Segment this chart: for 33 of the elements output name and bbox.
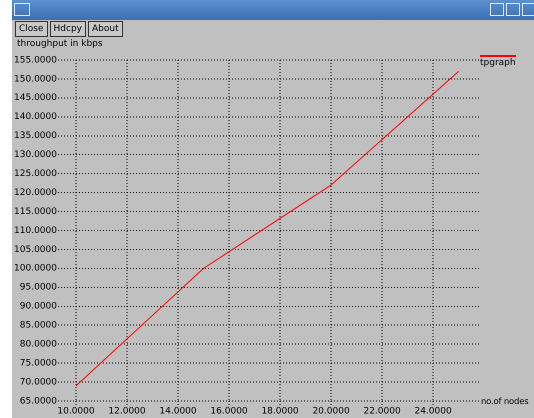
y-tick-label: 155.0000	[14, 55, 58, 66]
x-axis-title: no.of nodes	[481, 397, 528, 407]
y-tick-label: 140.0000	[14, 112, 58, 122]
x-tick-label: 20.0000	[312, 406, 350, 417]
y-tick-label: 150.0000	[14, 74, 58, 84]
y-tick-label: 135.0000	[14, 131, 58, 142]
y-tick-label: 95.0000	[20, 282, 58, 293]
x-tick-label: 10.0000	[57, 406, 95, 417]
text: Close	[15, 21, 48, 37]
y-tick-label: 105.0000	[14, 244, 58, 255]
y-tick-label: 80.0000	[20, 340, 58, 350]
y-tick-label: 130.0000	[14, 150, 58, 160]
y-tick-label: 120.0000	[14, 188, 58, 198]
x-tick-label: 24.0000	[414, 406, 452, 417]
x-tick-label: 18.0000	[261, 406, 299, 417]
x-tick-label: 22.0000	[363, 406, 401, 417]
y-tick-label: 100.0000	[14, 264, 58, 274]
x-tick-label: 12.0000	[108, 406, 146, 417]
y-tick-label: 65.0000	[20, 396, 58, 406]
y-tick-label: 125.0000	[14, 169, 58, 180]
y-tick-label: 85.0000	[20, 320, 58, 331]
x-tick-label: 14.0000	[159, 406, 197, 417]
text: Hdcpy	[50, 21, 86, 37]
y-axis-title: throughput in kbps	[17, 39, 103, 49]
text: About	[88, 21, 123, 37]
legend-label: tpgraph	[480, 58, 516, 68]
y-tick-label: 90.0000	[20, 302, 58, 312]
x-tick-label: 16.0000	[210, 406, 248, 417]
y-tick-label: 145.0000	[14, 93, 58, 104]
y-tick-label: 75.0000	[20, 358, 58, 368]
y-tick-label: 70.0000	[20, 377, 58, 388]
y-tick-label: 115.0000	[14, 206, 58, 217]
y-tick-label: 110.0000	[14, 226, 58, 236]
